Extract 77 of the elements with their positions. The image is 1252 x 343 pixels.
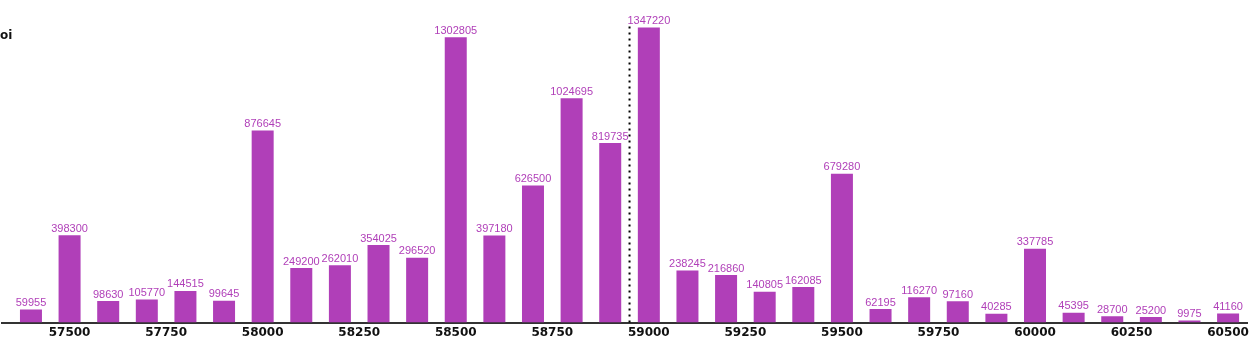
bar	[792, 287, 815, 323]
bar	[1024, 248, 1047, 323]
bar	[483, 235, 506, 323]
data-label: 97160	[942, 287, 974, 300]
data-label: 296520	[398, 244, 436, 257]
x-tick-label: 58750	[531, 324, 574, 339]
bar	[135, 299, 158, 323]
data-label: 99645	[208, 287, 240, 300]
data-label: 116270	[901, 283, 938, 296]
bar	[174, 290, 197, 323]
bar	[946, 301, 969, 323]
data-label: 41160	[1213, 300, 1243, 313]
bar	[58, 235, 81, 323]
data-label: 626500	[514, 171, 552, 184]
data-label: 59955	[15, 296, 47, 308]
bar	[908, 297, 931, 323]
x-tick-label: 57750	[145, 324, 187, 339]
bar	[1101, 316, 1124, 323]
data-label: 1302805	[434, 23, 478, 36]
data-label: 819735	[591, 129, 629, 142]
data-label: 354025	[360, 231, 397, 244]
data-label: 28700	[1096, 302, 1128, 315]
bar	[19, 309, 42, 323]
bar	[521, 185, 544, 323]
data-label: 397180	[476, 222, 513, 235]
x-tick-label: 60250	[1110, 324, 1153, 339]
x-tick-label: 60500	[1207, 324, 1249, 339]
data-label: 679280	[823, 160, 861, 173]
bar	[328, 265, 351, 323]
bar	[1139, 317, 1162, 323]
bar	[367, 245, 390, 323]
x-tick-label: 58250	[338, 324, 381, 339]
x-tick-label: 59750	[917, 324, 960, 339]
data-label: 98630	[92, 287, 124, 300]
bar	[1178, 320, 1201, 323]
bar	[869, 308, 892, 323]
data-label: 105770	[128, 285, 166, 298]
x-tick-label: 57500	[48, 324, 91, 339]
data-label: 9975	[1177, 306, 1202, 319]
data-label: 337785	[1016, 235, 1054, 248]
data-label: 238245	[669, 256, 706, 269]
bar	[753, 291, 776, 323]
y-axis-title: oi	[0, 28, 13, 43]
data-label: 216860	[707, 261, 745, 274]
data-label: 1347220	[627, 14, 671, 27]
bar	[290, 268, 313, 323]
bar	[213, 300, 236, 323]
data-label: 249200	[282, 254, 320, 267]
bar	[1062, 312, 1085, 323]
data-label: 40285	[981, 300, 1012, 313]
bar	[251, 130, 274, 323]
bar	[560, 98, 583, 323]
bar	[406, 257, 429, 323]
data-label: 62195	[865, 295, 896, 308]
x-tick-label: 59000	[627, 324, 670, 339]
bar	[676, 270, 699, 323]
data-label: 876645	[244, 117, 282, 130]
bar	[715, 275, 738, 323]
data-label: 140805	[746, 278, 784, 291]
bar	[444, 37, 467, 323]
x-tick-label: 60000	[1014, 324, 1056, 339]
bar	[985, 313, 1008, 323]
bar	[599, 143, 622, 323]
data-label: 25200	[1135, 303, 1167, 316]
x-tick-label: 59250	[724, 324, 767, 339]
x-tick-label: 59500	[821, 324, 863, 339]
bar	[830, 173, 853, 323]
data-label: 398300	[51, 221, 88, 234]
data-label: 262010	[321, 251, 359, 264]
data-label: 45395	[1058, 299, 1089, 312]
bar	[97, 301, 120, 323]
data-label: 1024695	[550, 84, 594, 97]
data-label: 144515	[167, 277, 204, 290]
x-tick-label: 58000	[241, 324, 284, 339]
x-tick-label: 58500	[434, 324, 477, 339]
bar	[637, 27, 660, 323]
data-label: 162085	[784, 273, 822, 286]
